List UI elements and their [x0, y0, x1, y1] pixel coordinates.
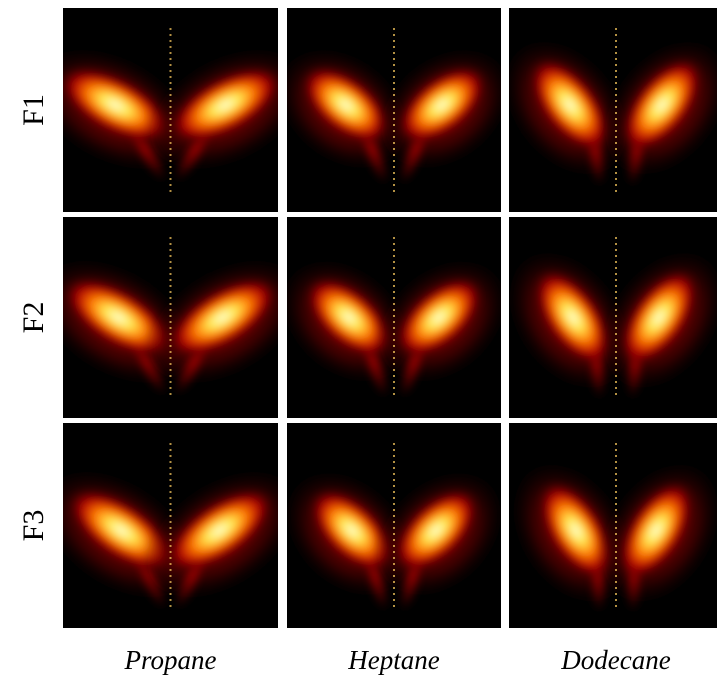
panel-image — [287, 237, 501, 401]
lobe — [620, 269, 698, 366]
row-label: F3 — [17, 510, 50, 542]
panel — [287, 8, 501, 212]
lobe — [534, 269, 612, 366]
lobe — [301, 66, 391, 144]
column-label: Dodecane — [560, 645, 670, 675]
lobe — [167, 278, 278, 357]
lobe — [394, 489, 478, 572]
lobe — [622, 58, 702, 152]
panel-image — [63, 28, 278, 192]
lobe — [165, 489, 274, 572]
panel — [63, 423, 278, 628]
row-label: F2 — [17, 302, 50, 334]
panel-image — [509, 237, 717, 403]
panel — [63, 8, 278, 212]
panel-image — [509, 28, 717, 192]
panel — [63, 217, 278, 418]
panel — [509, 8, 717, 212]
panel-image — [509, 443, 717, 616]
panel-image — [287, 28, 501, 192]
lobe — [305, 277, 393, 358]
lobe — [169, 67, 278, 143]
panel — [509, 423, 717, 628]
lobe — [395, 277, 483, 358]
panel — [287, 217, 501, 418]
panel-image — [63, 237, 278, 398]
panel-image — [287, 443, 501, 615]
lobe — [618, 481, 694, 580]
lobe — [530, 58, 610, 152]
lobe — [397, 66, 487, 144]
row-label: F1 — [17, 94, 50, 126]
column-label: Propane — [124, 645, 217, 675]
panel — [287, 423, 501, 628]
column-label: Heptane — [347, 645, 439, 675]
lobe — [538, 481, 614, 580]
panel — [509, 217, 717, 418]
panel-image — [63, 443, 278, 612]
